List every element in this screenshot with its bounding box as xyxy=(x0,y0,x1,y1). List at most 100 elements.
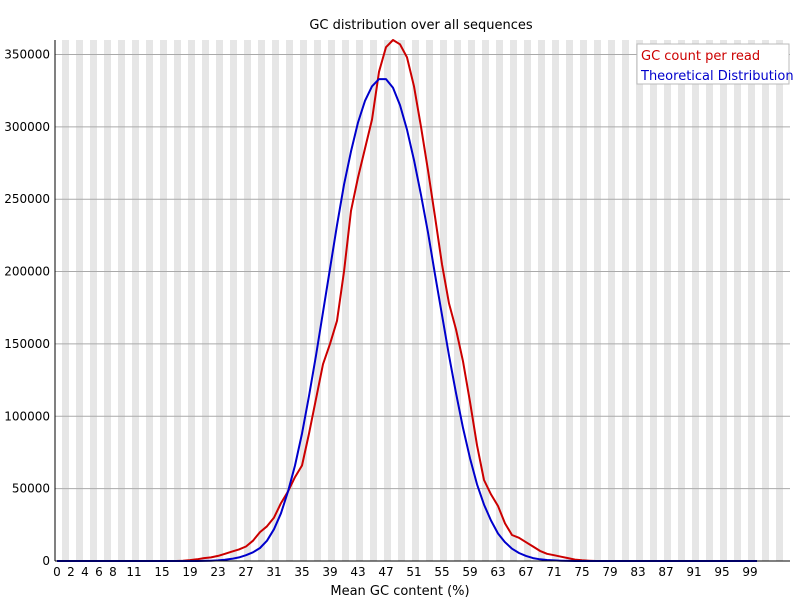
background-stripe xyxy=(216,40,223,561)
x-tick-label: 83 xyxy=(630,565,645,579)
background-stripe xyxy=(314,40,321,561)
background-stripe xyxy=(433,40,440,561)
background-stripe xyxy=(55,40,62,561)
background-stripe xyxy=(195,40,202,561)
background-stripe xyxy=(223,40,230,561)
x-tick-label: 55 xyxy=(434,565,449,579)
background-stripe xyxy=(678,40,685,561)
background-stripe xyxy=(328,40,335,561)
background-stripe xyxy=(174,40,181,561)
background-stripe xyxy=(468,40,475,561)
background-stripe xyxy=(69,40,76,561)
y-tick-labels: 0 50000 100000 150000 200000 250000 300000 3500… xyxy=(4,47,50,568)
y-tick-label: 0 xyxy=(42,554,50,568)
background-stripe xyxy=(496,40,503,561)
background-stripe xyxy=(356,40,363,561)
background-stripe xyxy=(685,40,692,561)
x-tick-label: 95 xyxy=(714,565,729,579)
background-stripe xyxy=(720,40,727,561)
x-tick-label: 51 xyxy=(406,565,421,579)
background-stripe xyxy=(517,40,524,561)
background-stripe xyxy=(104,40,111,561)
background-stripe xyxy=(510,40,517,561)
background-stripe xyxy=(706,40,713,561)
background-stripe xyxy=(279,40,286,561)
background-stripe xyxy=(608,40,615,561)
background-stripe xyxy=(615,40,622,561)
background-stripe xyxy=(587,40,594,561)
background-stripe xyxy=(188,40,195,561)
background-stripe xyxy=(552,40,559,561)
x-tick-label: 23 xyxy=(210,565,225,579)
background-stripe xyxy=(629,40,636,561)
background-stripe xyxy=(741,40,748,561)
background-stripe xyxy=(398,40,405,561)
background-stripe xyxy=(699,40,706,561)
background-stripe xyxy=(545,40,552,561)
x-tick-label: 79 xyxy=(602,565,617,579)
y-tick-label: 150000 xyxy=(4,337,50,351)
x-tick-label: 99 xyxy=(742,565,757,579)
x-tick-label: 75 xyxy=(574,565,589,579)
background-stripe xyxy=(776,40,783,561)
background-stripe xyxy=(258,40,265,561)
background-stripe xyxy=(727,40,734,561)
background-stripe xyxy=(482,40,489,561)
x-tick-label: 6 xyxy=(95,565,103,579)
x-tick-label: 4 xyxy=(81,565,89,579)
background-stripe xyxy=(426,40,433,561)
x-tick-label: 11 xyxy=(126,565,141,579)
background-stripe xyxy=(76,40,83,561)
background-stripe xyxy=(650,40,657,561)
background-stripe xyxy=(125,40,132,561)
background-stripe xyxy=(62,40,69,561)
background-stripe xyxy=(335,40,342,561)
background-stripe xyxy=(601,40,608,561)
background-stripe xyxy=(377,40,384,561)
background-stripe xyxy=(475,40,482,561)
background-stripe xyxy=(713,40,720,561)
x-tick-label: 63 xyxy=(490,565,505,579)
background-stripe xyxy=(237,40,244,561)
background-stripe xyxy=(748,40,755,561)
x-tick-label: 71 xyxy=(546,565,561,579)
background-stripe xyxy=(622,40,629,561)
background-stripe xyxy=(132,40,139,561)
x-tick-label: 39 xyxy=(322,565,337,579)
background-stripe xyxy=(139,40,146,561)
background-stripe xyxy=(489,40,496,561)
x-tick-label: 2 xyxy=(67,565,75,579)
x-tick-label: 59 xyxy=(462,565,477,579)
background-stripe xyxy=(160,40,167,561)
background-stripe xyxy=(783,40,790,561)
x-tick-label: 35 xyxy=(294,565,309,579)
background-stripe xyxy=(111,40,118,561)
background-stripe xyxy=(202,40,209,561)
background-stripe xyxy=(181,40,188,561)
background-stripe xyxy=(405,40,412,561)
x-tick-label: 87 xyxy=(658,565,673,579)
background-stripe xyxy=(167,40,174,561)
y-tick-label: 350000 xyxy=(4,47,50,61)
background-stripe xyxy=(440,40,447,561)
background-stripe xyxy=(293,40,300,561)
x-tick-labels: 0 2 4 6 8 11 15 19 23 27 31 35 39 43 47 51 55 59 63 67 71 75 7… xyxy=(53,565,757,579)
x-tick-label: 91 xyxy=(686,565,701,579)
background-stripe xyxy=(384,40,391,561)
background-stripe xyxy=(251,40,258,561)
background-stripe xyxy=(559,40,566,561)
background-stripe xyxy=(671,40,678,561)
chart-title: GC distribution over all sequences xyxy=(309,18,533,33)
legend-entry-gc-count: GC count per read xyxy=(641,49,760,64)
background-stripe xyxy=(762,40,769,561)
background-stripe xyxy=(146,40,153,561)
background-stripe xyxy=(454,40,461,561)
background-stripe xyxy=(342,40,349,561)
legend-box xyxy=(636,43,790,85)
x-tick-label: 67 xyxy=(518,565,533,579)
background-stripe xyxy=(265,40,272,561)
background-stripe xyxy=(573,40,580,561)
background-stripe xyxy=(664,40,671,561)
background-stripe xyxy=(97,40,104,561)
